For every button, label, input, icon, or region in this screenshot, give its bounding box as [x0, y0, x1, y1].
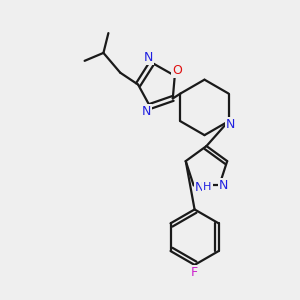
Text: F: F	[191, 266, 198, 279]
Text: N: N	[141, 105, 151, 118]
Text: H: H	[203, 182, 212, 192]
Text: N: N	[226, 118, 235, 131]
Text: N: N	[219, 179, 228, 192]
Text: O: O	[172, 64, 182, 77]
Text: N: N	[143, 51, 153, 64]
Text: N: N	[195, 181, 204, 194]
